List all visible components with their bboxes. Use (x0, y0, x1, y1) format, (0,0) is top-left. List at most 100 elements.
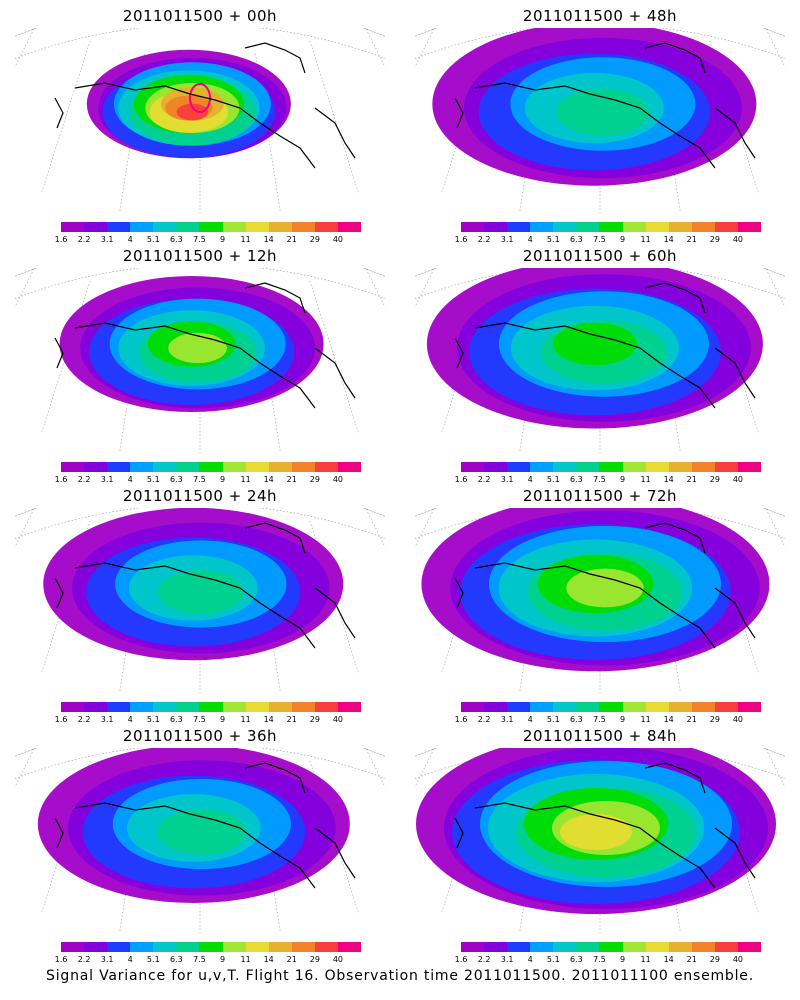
colorbar-tick-label: 14 (663, 475, 674, 484)
colorbar-tick-label: 3.1 (100, 955, 114, 964)
colorbar-labels: 1.6 2.2 3.1 4 5.1 6.3 7.5 9 11 14 21 29 40 (455, 475, 761, 485)
map-panel: 2011011500 + 72h 1.6 2.2 3.1 4 5.1 6.3 7.5 9 11 14… (400, 480, 800, 730)
graticule-meridian (309, 40, 359, 194)
colorbar-labels: 1.6 2.2 3.1 4 5.1 6.3 7.5 9 11 14 21 29 40 (455, 955, 761, 965)
graticule-meridian (119, 53, 145, 212)
map-panel: 2011011500 + 00h 1.6 2.2 3.1 4 5.1 6.3 7.5 9 11 14… (0, 0, 400, 250)
colorbar-swatch (199, 222, 223, 232)
colorbar-swatch (314, 462, 338, 472)
colorbar-tick-label: 40 (732, 715, 744, 724)
colorbar-swatch (507, 942, 531, 952)
coastline (454, 42, 756, 169)
colorbar-swatch (245, 702, 269, 712)
colorbar-swatch (530, 702, 554, 712)
variance-maximum (189, 83, 211, 113)
colorbar-swatch (461, 222, 485, 232)
graticule-meridian (41, 280, 91, 434)
coastline (54, 282, 356, 409)
colorbar-swatch (268, 462, 292, 472)
colorbar-labels: 1.6 2.2 3.1 4 5.1 6.3 7.5 9 11 14 21 29 40 (55, 955, 361, 965)
colorbar-tick-label: 2.2 (77, 955, 91, 964)
colorbar-tick-label: 6.3 (570, 475, 583, 484)
colorbar-swatch (530, 222, 554, 232)
colorbar-swatch (153, 702, 177, 712)
colorbar-swatch (199, 942, 223, 952)
colorbar-swatch (737, 462, 762, 472)
colorbar-swatch (222, 222, 246, 232)
colorbar-swatch (268, 942, 292, 952)
variance-map (15, 748, 385, 933)
graticule-meridian (441, 760, 491, 914)
colorbar-swatch (130, 222, 154, 232)
colorbar-tick-label: 5.1 (146, 475, 160, 484)
colorbar-swatch (222, 942, 246, 952)
colorbar-tick-label: 21 (686, 955, 697, 964)
colorbar-swatch (484, 222, 508, 232)
colorbar-tick-label: 7.5 (593, 715, 606, 724)
colorbar-tick-label: 4 (127, 955, 133, 964)
colorbar-swatch (245, 222, 269, 232)
colorbar-tick-label: 14 (263, 955, 274, 964)
graticule-meridian (255, 293, 281, 452)
colorbar-labels: 1.6 2.2 3.1 4 5.1 6.3 7.5 9 11 14 21 29 40 (55, 235, 361, 245)
colorbar-tick-label: 29 (309, 955, 320, 964)
graticule-meridian (41, 760, 91, 914)
panel-title: 2011011500 + 12h (122, 247, 278, 265)
graticule-arc (415, 268, 785, 299)
graticule-meridian (441, 280, 491, 434)
graticule-meridian (709, 760, 759, 914)
map-panel: 2011011500 + 24h 1.6 2.2 3.1 4 5.1 6.3 7.5 9 11 14… (0, 480, 400, 730)
colorbar-swatch (530, 942, 554, 952)
colorbar-labels: 1.6 2.2 3.1 4 5.1 6.3 7.5 9 11 14 21 29 40 (55, 715, 361, 725)
map-panel: 2011011500 + 48h 1.6 2.2 3.1 4 5.1 6.3 7.5 9 11 14… (400, 0, 800, 250)
colorbar-swatch (553, 942, 577, 952)
colorbar-tick-label: 21 (286, 475, 297, 484)
graticule-meridian (365, 28, 385, 68)
coastline (454, 522, 756, 649)
colorbar-tick-label: 40 (332, 715, 344, 724)
colorbar-swatch (291, 462, 315, 472)
colorbar-swatch (268, 702, 292, 712)
colorbar-swatch (61, 702, 85, 712)
colorbar-swatch (337, 942, 362, 952)
colorbar-tick-label: 2.2 (477, 955, 491, 964)
colorbar-tick-label: 40 (732, 955, 744, 964)
colorbar-swatch (622, 222, 646, 232)
colorbar-tick-label: 2.2 (477, 235, 491, 244)
graticule-meridian (255, 533, 281, 692)
colorbar (461, 702, 762, 712)
colorbar-swatch (599, 222, 623, 232)
colorbar-swatch (599, 942, 623, 952)
colorbar-tick-label: 9 (619, 955, 626, 964)
colorbar-tick-label: 7.5 (193, 955, 206, 964)
graticule-meridian (519, 53, 545, 212)
graticule-meridian (255, 773, 281, 932)
colorbar-tick-label: 14 (663, 715, 674, 724)
colorbar-tick-label: 3.1 (500, 955, 514, 964)
colorbar-swatch (714, 222, 738, 232)
colorbar-swatch (484, 942, 508, 952)
panel-title: 2011011500 + 00h (122, 7, 278, 25)
colorbar-tick-label: 6.3 (170, 475, 183, 484)
colorbar-swatch (576, 222, 600, 232)
graticule-meridian (441, 520, 491, 674)
colorbar-swatch (176, 462, 200, 472)
colorbar-swatch (645, 942, 669, 952)
colorbar-tick-label: 11 (640, 235, 651, 244)
colorbar-tick-label: 5.1 (146, 715, 160, 724)
colorbar-tick-label: 14 (663, 235, 674, 244)
colorbar-swatch (714, 942, 738, 952)
graticule-meridian (365, 748, 385, 788)
colorbar-tick-label: 40 (332, 475, 344, 484)
colorbar-tick-label: 11 (640, 715, 651, 724)
variance-map (415, 508, 785, 693)
colorbar-swatch (714, 702, 738, 712)
colorbar-swatch (691, 702, 715, 712)
colorbar-tick-label: 14 (663, 955, 674, 964)
colorbar-tick-label: 14 (263, 235, 274, 244)
graticule-meridian (655, 53, 681, 212)
map-panel: 2011011500 + 12h 1.6 2.2 3.1 4 5.1 6.3 7.5 9 11 14… (0, 240, 400, 490)
colorbar-tick-label: 3.1 (100, 715, 114, 724)
colorbar-swatch (461, 462, 485, 472)
colorbar-swatch (291, 942, 315, 952)
